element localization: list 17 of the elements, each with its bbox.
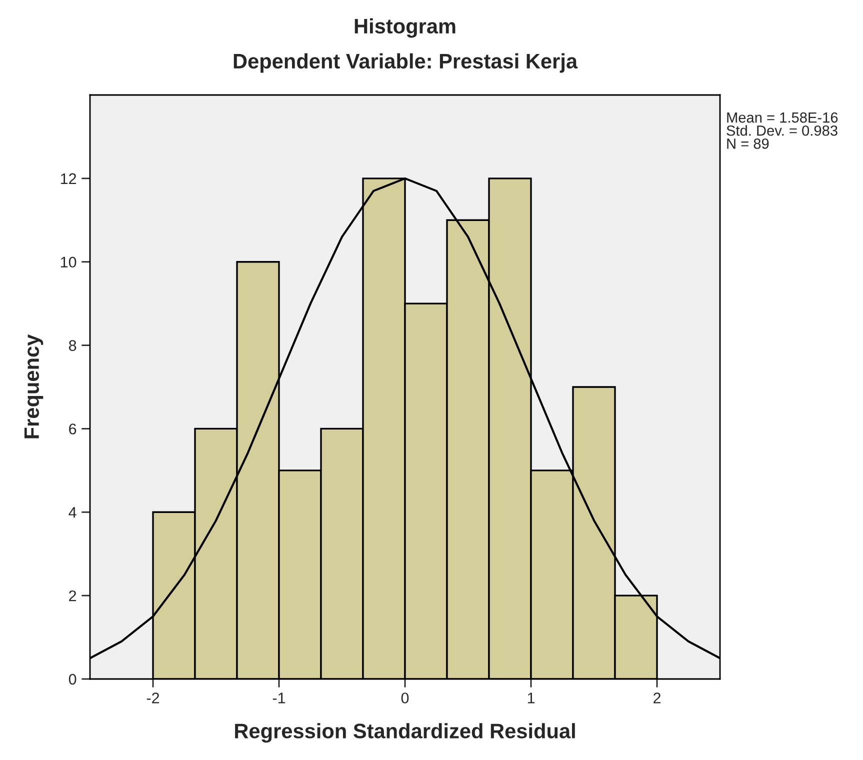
x-tick-label: -2 [146, 692, 160, 704]
y-tick-label: 0 [68, 674, 76, 685]
y-tick-label: 8 [68, 340, 76, 351]
y-tick-label: 2 [69, 590, 76, 602]
chart-subtitle: Dependent Variable: Prestasi Kerja [234, 53, 578, 73]
y-tick-label: 12 [60, 173, 76, 184]
y-axis-title: Frequency [24, 334, 44, 438]
x-axis-title: Regression Standardized Residual [235, 723, 575, 743]
y-tick-label: 6 [69, 424, 76, 434]
y-tick-label: 10 [60, 256, 76, 268]
x-tick-label: 1 [528, 692, 535, 704]
y-tick-label: 4 [68, 507, 76, 518]
text: Mean = 1.58E-16 Std. Dev. = 0.983 N = 89 [726, 112, 838, 149]
x-tick-label: 0 [401, 692, 409, 704]
x-tick-label: 2 [654, 692, 660, 704]
chart-title: Histogram [354, 18, 456, 38]
x-tick-label: -1 [272, 692, 286, 704]
